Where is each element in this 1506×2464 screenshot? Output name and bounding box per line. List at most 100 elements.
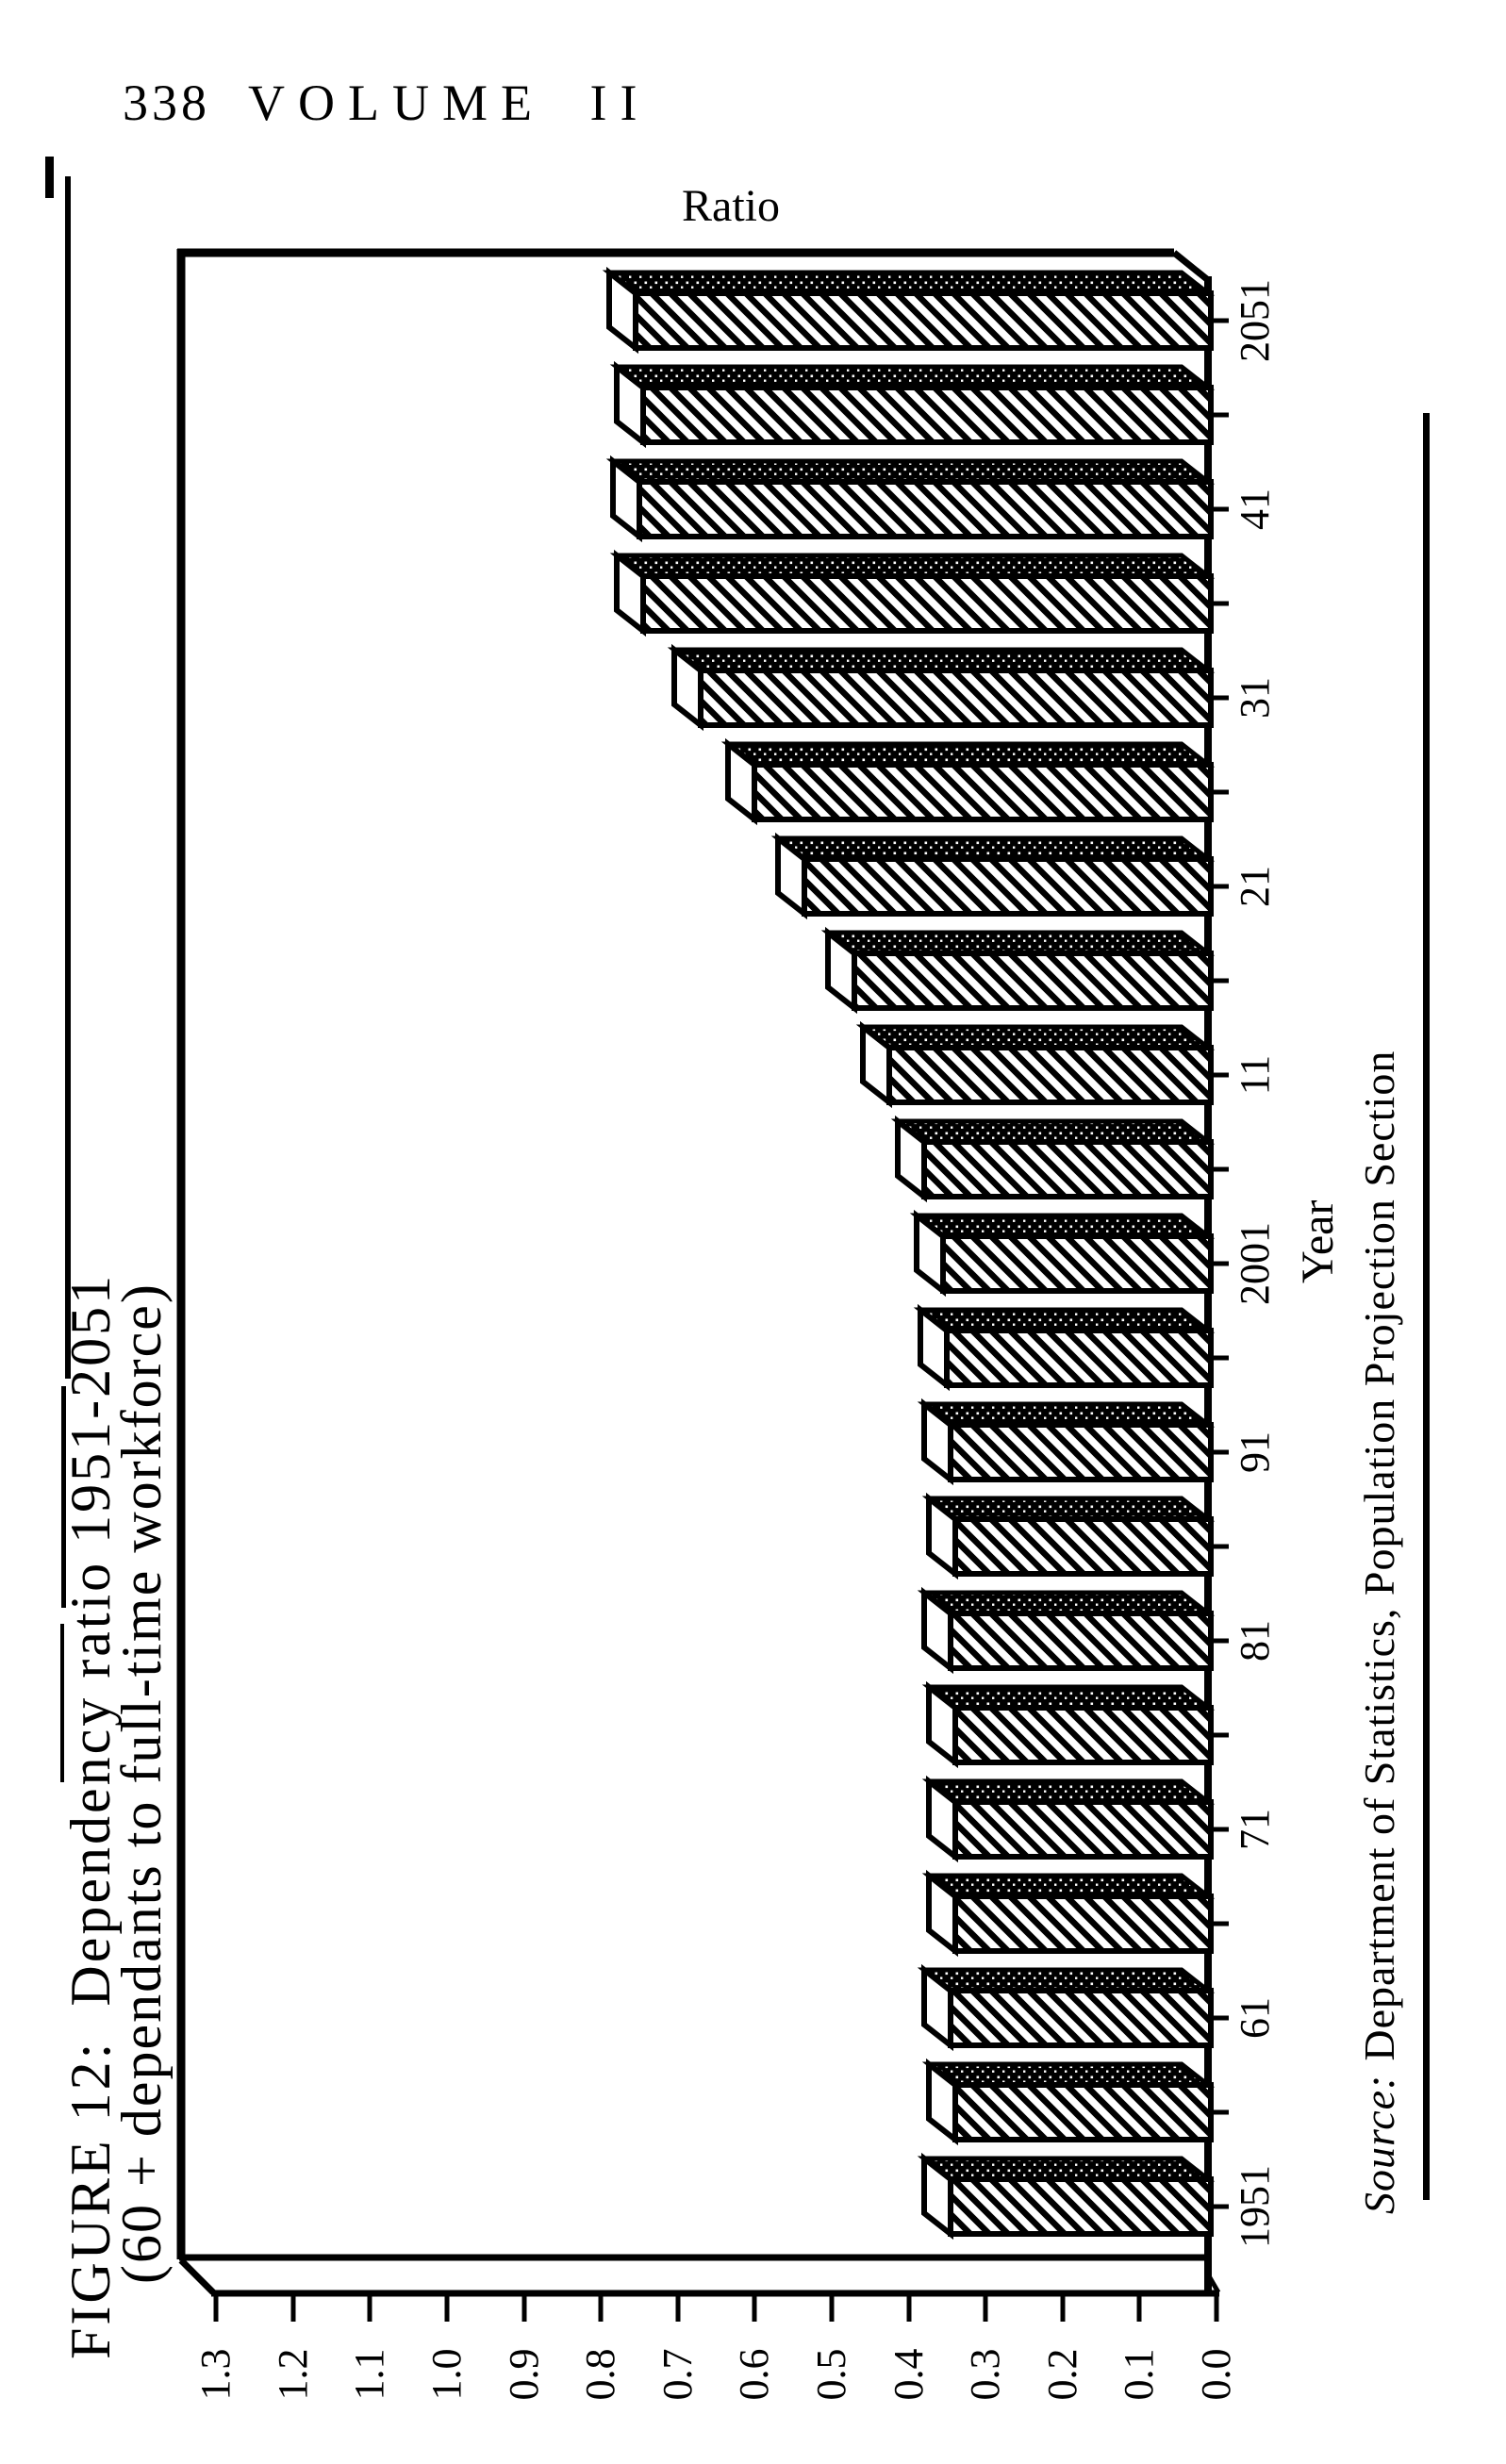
year-tick-label: 2051 <box>1232 279 1278 362</box>
bar-top-face <box>921 1778 1216 1805</box>
bar-1951 <box>917 2152 1216 2241</box>
bar-front-face <box>952 2082 1214 2142</box>
bar-2016 <box>820 926 1216 1015</box>
bar-front-face <box>640 385 1214 445</box>
bar-front-face <box>637 479 1214 539</box>
volume-header: VOLUME II <box>248 74 651 131</box>
bar-top-face <box>917 1401 1216 1428</box>
year-tick-label: 91 <box>1232 1431 1278 1473</box>
bar-front-face <box>921 1139 1214 1199</box>
bar-2046 <box>609 360 1216 449</box>
bar-top-face <box>917 2156 1216 2182</box>
bar-top-face <box>921 2061 1216 2088</box>
bar-2041 <box>605 455 1216 543</box>
bar-top-face <box>602 270 1216 296</box>
page-number: 338 <box>123 74 210 131</box>
year-tick-label: 41 <box>1232 488 1278 530</box>
bar-top-face <box>921 1684 1216 1711</box>
bar-2001 <box>909 1209 1216 1298</box>
bar-top-face <box>720 741 1216 768</box>
ratio-tick-label: 0.9 <box>501 2349 547 2401</box>
bar-2011 <box>855 1020 1216 1109</box>
year-tick-label: 2001 <box>1232 1222 1278 1305</box>
ratio-tick-label: 1.1 <box>346 2349 392 2401</box>
bar-1966 <box>921 1869 1216 1958</box>
bar-front-face <box>952 1705 1214 1765</box>
bar-front-face <box>886 1045 1214 1105</box>
bar-1971 <box>921 1775 1216 1863</box>
bar-front-face <box>944 1328 1214 1388</box>
bar-top-face <box>605 458 1216 485</box>
ratio-tick-label: 1.0 <box>423 2349 470 2401</box>
bar-front-face <box>640 573 1214 634</box>
ratio-tick-label: 0.2 <box>1039 2349 1085 2401</box>
running-head: 338 VOLUME II <box>123 74 650 132</box>
scan-edge-artifact <box>61 1386 66 1608</box>
bar-1961 <box>917 1963 1216 2052</box>
year-axis-title: Year <box>1293 1200 1343 1283</box>
bar-front-face <box>948 1422 1214 1482</box>
ratio-tick-label: 0.4 <box>885 2349 932 2401</box>
figure-caption-line2: (60 + dependants to full-time workforce) <box>110 1282 173 2284</box>
bar-top-face <box>917 1590 1216 1616</box>
bars <box>602 266 1216 2241</box>
source-text: Department of Statistics, Population Pro… <box>1355 1050 1403 2061</box>
bar-top-face <box>609 553 1216 579</box>
year-tick-label: 71 <box>1232 1809 1278 1850</box>
ratio-tick-label: 0.8 <box>577 2349 623 2401</box>
bar-top-face <box>921 1873 1216 1899</box>
figure-title-text: Dependency ratio 1951-2051 <box>59 1273 122 2007</box>
bar-1981 <box>917 1586 1216 1675</box>
scan-edge-artifact <box>65 176 71 1379</box>
bar-2051 <box>602 266 1216 355</box>
bar-2026 <box>720 737 1216 826</box>
year-tick-label: 21 <box>1232 866 1278 907</box>
ratio-tick-label: 0.6 <box>731 2349 777 2401</box>
scan-edge-artifact <box>45 157 54 198</box>
bar-front-face <box>852 951 1214 1011</box>
ratio-tick-label: 0.5 <box>808 2349 854 2401</box>
bar-front-face <box>940 1233 1214 1294</box>
figure-label: FIGURE 12: <box>59 2041 122 2359</box>
bar-front-face <box>952 1516 1214 1577</box>
bar-top-face <box>820 930 1216 956</box>
bar-front-face <box>633 290 1214 351</box>
ratio-tick-label: 0.7 <box>654 2349 701 2401</box>
source-note: Source: Department of Statistics, Populat… <box>1355 1050 1403 2214</box>
chart-3d-corner-top-right <box>1171 250 1211 283</box>
bar-top-face <box>667 647 1216 673</box>
bar-top-face <box>609 364 1216 390</box>
bar-front-face <box>952 1799 1214 1860</box>
ratio-tick-label: 1.3 <box>192 2349 239 2401</box>
chart-3d-corner-bottom-left <box>178 2257 216 2295</box>
chart-3d-corner-bottom-right <box>1205 2273 1221 2294</box>
bar-2021 <box>770 832 1216 920</box>
figure-separator-rule <box>1423 413 1430 2200</box>
ratio-tick-label: 0.3 <box>962 2349 1008 2401</box>
bar-2031 <box>667 643 1216 732</box>
bar-top-face <box>913 1307 1216 1333</box>
bar-front-face <box>802 856 1214 917</box>
scan-edge-artifact <box>60 1624 64 1782</box>
bar-1996 <box>913 1303 1216 1392</box>
year-tick-label: 61 <box>1232 1997 1278 2039</box>
bar-front-face <box>948 1611 1214 1671</box>
bar-2006 <box>890 1115 1216 1203</box>
bar-top-face <box>921 1496 1216 1522</box>
bar-front-face <box>698 668 1214 728</box>
bar-top-face <box>770 835 1216 862</box>
bar-top-face <box>890 1118 1216 1145</box>
bar-1986 <box>921 1492 1216 1580</box>
ratio-tick-label: 0.1 <box>1116 2349 1162 2401</box>
year-axis-ticks: 1951 61 71 81 91 2001 11 21 31 41 2051 <box>1211 279 1278 2248</box>
bar-front-face <box>752 762 1214 822</box>
bar-front-face <box>952 1893 1214 1954</box>
bar-top-face <box>909 1213 1216 1239</box>
year-tick-label: 31 <box>1232 677 1278 719</box>
ratio-axis-ticks: 0.0 0.1 0.2 0.3 0.4 0.5 0.6 0.7 0.8 0.9 1.0 1.1 1.2 1… <box>192 2293 1239 2401</box>
ratio-tick-label: 0.0 <box>1193 2349 1239 2401</box>
bar-2036 <box>609 549 1216 637</box>
ratio-tick-label: 1.2 <box>270 2349 316 2401</box>
